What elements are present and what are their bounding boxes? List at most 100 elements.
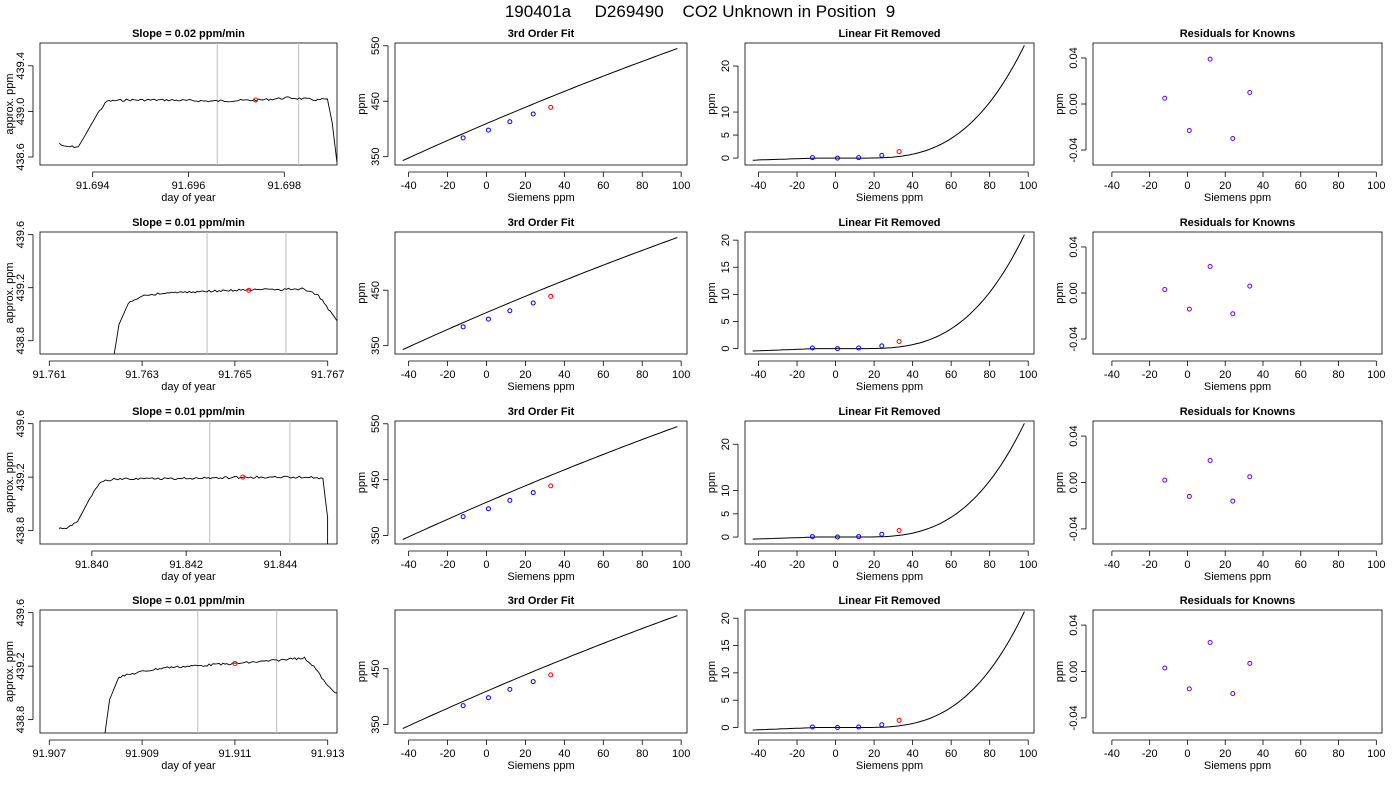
x-tick-label: 20	[519, 369, 531, 381]
known-point	[834, 534, 840, 540]
known-point	[530, 679, 536, 685]
unknown-sample-marker	[253, 97, 259, 103]
panel-trace-row-4: Slope = 0.01 ppm/min 91.907 91.909 91.911 91…	[4, 595, 345, 772]
known-point	[507, 119, 513, 125]
x-axis-label: Siemens ppm	[1204, 381, 1271, 393]
y-axis-label: ppm	[356, 282, 368, 303]
x-tick-label: 91.913	[311, 748, 345, 760]
x-tick-label: 40	[1257, 180, 1269, 192]
y-tick-label: 0.04	[1068, 47, 1080, 68]
unknown-point	[896, 149, 902, 155]
residual-curve	[752, 611, 1025, 731]
x-tick-label: 91.698	[267, 180, 301, 192]
x-tick-label: 91.842	[169, 559, 203, 571]
known-point	[856, 534, 862, 540]
panel-title: Slope = 0.01 ppm/min	[132, 595, 245, 607]
panel-title: Linear Fit Removed	[838, 28, 940, 40]
panel-residuals-row-3: Residuals for Knowns -40 -20 0 20 40 60 80 100 Si…	[1054, 406, 1386, 583]
y-axis-label: ppm	[1054, 661, 1066, 682]
x-axis-label: Siemens ppm	[856, 760, 923, 772]
panel-fit-row-2: 3rd Order Fit -40 -20 0 20 40 60 80 100 Siemens p…	[356, 217, 690, 393]
residual-point	[1207, 639, 1213, 645]
x-tick-label: -40	[401, 369, 417, 381]
x-tick-label: 40	[1257, 369, 1269, 381]
panel-linear_removed-row-1: Linear Fit Removed-40 -20 0 20 40 60 80 100Siem…	[706, 28, 1037, 204]
x-tick-label: -40	[751, 180, 767, 192]
y-tick-label: -0.04	[1068, 326, 1080, 351]
y-tick-label: 0	[720, 346, 732, 352]
y-tick-label: -0.04	[1068, 516, 1080, 541]
y-tick-label: 0.00	[1068, 93, 1080, 114]
x-tick-label: -20	[440, 748, 456, 760]
x-tick-label: 0	[1184, 559, 1190, 571]
y-tick-label: 450	[370, 92, 382, 110]
y-tick-label: 350	[370, 526, 382, 544]
plot-frame	[744, 231, 1035, 355]
y-axis-label: approx. ppm	[4, 262, 16, 323]
plot-area	[402, 615, 678, 729]
plot-frame	[1092, 609, 1383, 734]
unknown-sample-marker	[246, 287, 252, 293]
trace-line	[58, 96, 337, 163]
x-tick-label: 60	[597, 369, 609, 381]
x-tick-label: 60	[597, 559, 609, 571]
x-tick-label: 91.696	[172, 180, 206, 192]
residual-curve	[752, 234, 1025, 352]
x-tick-label: 80	[636, 369, 648, 381]
y-axis-label: ppm	[706, 661, 718, 682]
known-point	[809, 345, 815, 351]
x-tick-label: 91.911	[218, 748, 251, 760]
x-axis-label: Siemens ppm	[507, 381, 574, 393]
known-point	[834, 155, 840, 161]
x-tick-label: 40	[906, 559, 918, 571]
x-tick-label: 80	[636, 748, 648, 760]
residual-point	[1162, 95, 1168, 101]
x-tick-label: -20	[789, 369, 805, 381]
panel-trace-row-2: Slope = 0.01 ppm/min 91.761 91.763 91.765 91…	[4, 217, 345, 393]
known-point	[460, 514, 466, 520]
known-point	[834, 725, 840, 731]
x-tick-label: 91.763	[125, 369, 159, 381]
y-tick-label: 450	[370, 471, 382, 489]
known-point	[856, 345, 862, 351]
x-tick-label: 40	[906, 369, 918, 381]
y-axis-label: approx. ppm	[4, 73, 16, 134]
y-tick-label: 0.00	[1068, 282, 1080, 303]
x-tick-label: 20	[868, 559, 880, 571]
panel-linear_removed-row-3: Linear Fit Removed-40 -20 0 20 40 60 80 100Siem…	[706, 406, 1037, 583]
plot-area	[752, 234, 1025, 352]
plot-frame	[394, 609, 688, 734]
panel-title: 3rd Order Fit	[508, 595, 575, 607]
residual-point	[1230, 136, 1236, 142]
known-point	[530, 300, 536, 306]
x-tick-label: 40	[906, 748, 918, 760]
known-point	[507, 497, 513, 503]
y-tick-label: -0.04	[1068, 137, 1080, 162]
plot-frame	[1092, 231, 1383, 355]
x-tick-label: 60	[945, 748, 957, 760]
plot-frame	[1092, 420, 1383, 545]
x-tick-label: -20	[1142, 559, 1158, 571]
y-tick-label: 439.2	[15, 274, 27, 302]
plot-area	[1162, 639, 1253, 697]
x-tick-label: 0	[1184, 748, 1190, 760]
y-axis-label: approx. ppm	[4, 641, 16, 702]
trace-line	[104, 656, 337, 733]
x-tick-label: 100	[672, 559, 690, 571]
known-point	[460, 324, 466, 330]
plot-frame	[394, 231, 688, 355]
x-tick-label: 20	[519, 559, 531, 571]
known-point	[507, 686, 513, 692]
residual-point	[1162, 477, 1168, 483]
x-tick-label: 0	[832, 748, 838, 760]
x-tick-label: 80	[984, 369, 996, 381]
plot-area	[402, 48, 678, 162]
plot-frame	[39, 231, 338, 355]
x-tick-label: 60	[945, 180, 957, 192]
residual-curve	[752, 45, 1025, 161]
x-tick-label: 100	[1019, 748, 1037, 760]
y-axis-label: ppm	[1054, 282, 1066, 303]
known-point	[485, 506, 491, 512]
x-tick-label: 100	[1367, 180, 1385, 192]
